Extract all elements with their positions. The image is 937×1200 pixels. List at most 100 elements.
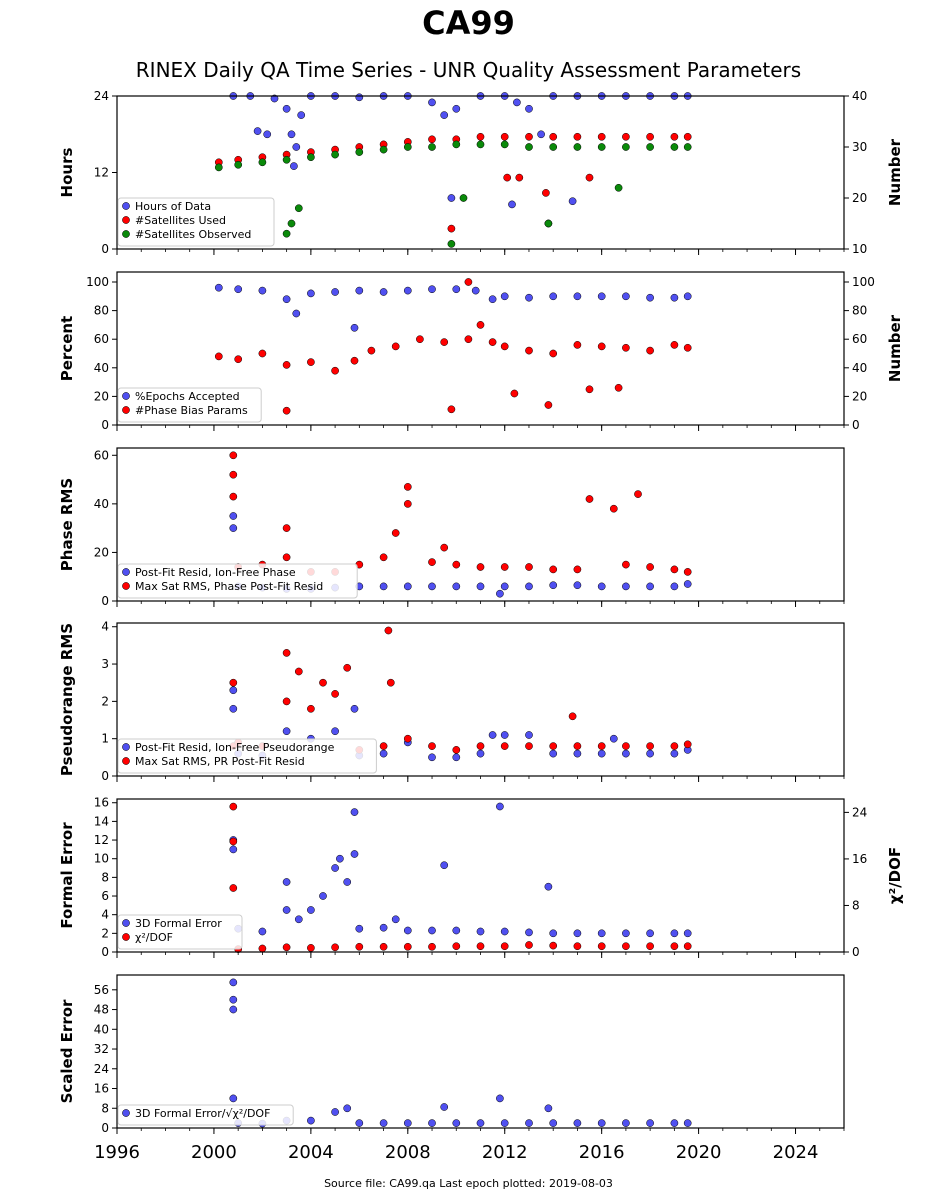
y-tick-label-right: 10 bbox=[852, 242, 867, 256]
x-tick-label: 2020 bbox=[676, 1142, 722, 1163]
legend-marker bbox=[122, 919, 130, 927]
data-point bbox=[447, 194, 456, 202]
data-point bbox=[440, 861, 449, 870]
data-point bbox=[609, 734, 618, 743]
data-point bbox=[258, 944, 267, 953]
y-axis-label: Phase RMS bbox=[58, 478, 76, 571]
data-point bbox=[214, 283, 223, 292]
data-point bbox=[214, 163, 223, 172]
data-point bbox=[282, 906, 291, 914]
data-point bbox=[573, 942, 582, 951]
data-point bbox=[537, 130, 545, 139]
y-tick-label: 40 bbox=[94, 497, 109, 511]
y-tick-label: 20 bbox=[94, 545, 109, 559]
data-point bbox=[403, 500, 412, 508]
data-point bbox=[496, 1094, 504, 1103]
data-point bbox=[447, 240, 456, 248]
data-point bbox=[319, 678, 327, 687]
data-point bbox=[544, 401, 553, 409]
legend-marker bbox=[122, 392, 130, 400]
data-point bbox=[294, 667, 303, 676]
data-point bbox=[622, 292, 630, 301]
data-point bbox=[391, 529, 400, 537]
y-tick-label-right: 60 bbox=[852, 332, 867, 346]
legend-label: Post-Fit Resid, Ion-Free Phase bbox=[135, 566, 296, 579]
data-point bbox=[525, 346, 533, 355]
x-tick-label: 2012 bbox=[482, 1142, 528, 1163]
data-point bbox=[379, 942, 388, 951]
data-point bbox=[476, 942, 485, 951]
data-point bbox=[670, 341, 679, 349]
data-point bbox=[379, 582, 388, 591]
data-point bbox=[573, 581, 582, 590]
data-point bbox=[500, 942, 509, 951]
data-point bbox=[355, 286, 364, 295]
data-point bbox=[585, 495, 594, 503]
data-point bbox=[597, 342, 606, 351]
data-point bbox=[622, 143, 630, 151]
data-point bbox=[440, 111, 449, 119]
data-point bbox=[229, 845, 238, 854]
data-point bbox=[573, 292, 582, 301]
data-point bbox=[525, 941, 533, 949]
data-point bbox=[609, 504, 618, 513]
data-point bbox=[646, 143, 654, 151]
legend-marker bbox=[122, 568, 130, 576]
data-point bbox=[282, 697, 291, 706]
y-tick-label: 24 bbox=[94, 1062, 109, 1076]
y-tick-label-right: 40 bbox=[852, 361, 867, 375]
y-tick-label: 0 bbox=[101, 945, 109, 959]
data-point bbox=[428, 135, 436, 144]
y-tick-label: 60 bbox=[94, 332, 109, 346]
legend-label: Max Sat RMS, Phase Post-Fit Resid bbox=[135, 580, 323, 593]
legend-box bbox=[117, 387, 262, 423]
data-point bbox=[452, 285, 461, 294]
legend-marker bbox=[122, 406, 130, 414]
data-point bbox=[525, 1119, 533, 1127]
data-point bbox=[391, 342, 400, 351]
data-point bbox=[549, 132, 558, 141]
y-tick-label-right: 100 bbox=[852, 275, 875, 289]
data-point bbox=[416, 335, 424, 344]
data-point bbox=[229, 884, 238, 892]
legend-label: #Phase Bias Params bbox=[135, 404, 248, 417]
data-point bbox=[403, 926, 412, 935]
data-point bbox=[622, 560, 630, 569]
data-point bbox=[379, 749, 388, 758]
data-point bbox=[508, 200, 516, 209]
data-point bbox=[614, 383, 623, 392]
data-point bbox=[403, 734, 412, 743]
data-point bbox=[597, 742, 606, 750]
data-point bbox=[622, 742, 630, 750]
data-point bbox=[670, 565, 679, 574]
data-point bbox=[500, 1119, 509, 1127]
data-point bbox=[597, 749, 606, 758]
legend-marker bbox=[122, 216, 130, 224]
data-point bbox=[282, 295, 291, 304]
data-point bbox=[573, 132, 582, 141]
data-point bbox=[367, 346, 376, 355]
y-tick-label: 16 bbox=[94, 1082, 109, 1096]
data-point bbox=[331, 1108, 339, 1116]
data-point bbox=[622, 749, 630, 758]
x-tick-label: 2024 bbox=[773, 1142, 819, 1163]
data-point bbox=[549, 565, 558, 574]
data-point bbox=[670, 293, 679, 302]
data-point bbox=[573, 742, 582, 750]
data-point bbox=[597, 582, 606, 591]
data-point bbox=[379, 145, 388, 154]
data-point bbox=[294, 204, 303, 213]
data-point bbox=[428, 742, 436, 750]
data-point bbox=[646, 749, 654, 758]
data-point bbox=[500, 582, 509, 591]
series-hours-2 bbox=[214, 140, 692, 248]
y-tick-label: 12 bbox=[94, 166, 109, 180]
data-point bbox=[391, 915, 400, 924]
data-point bbox=[646, 563, 654, 571]
data-point bbox=[307, 704, 315, 713]
data-point bbox=[683, 343, 692, 352]
data-point bbox=[350, 323, 359, 332]
y-tick-label: 6 bbox=[101, 889, 109, 903]
data-point bbox=[229, 470, 238, 479]
